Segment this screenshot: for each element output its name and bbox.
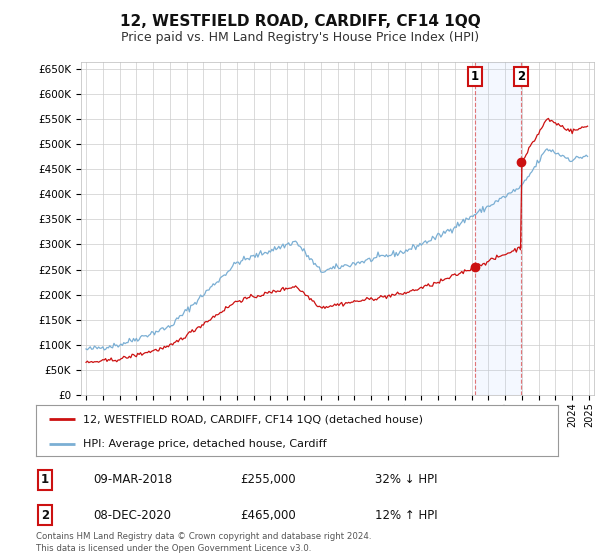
Text: 2: 2	[41, 508, 49, 522]
Text: 12% ↑ HPI: 12% ↑ HPI	[375, 508, 437, 522]
Text: 08-DEC-2020: 08-DEC-2020	[93, 508, 171, 522]
Text: 12, WESTFIELD ROAD, CARDIFF, CF14 1QQ: 12, WESTFIELD ROAD, CARDIFF, CF14 1QQ	[119, 14, 481, 29]
Text: HPI: Average price, detached house, Cardiff: HPI: Average price, detached house, Card…	[83, 438, 326, 449]
Text: Price paid vs. HM Land Registry's House Price Index (HPI): Price paid vs. HM Land Registry's House …	[121, 31, 479, 44]
Text: 1: 1	[41, 473, 49, 487]
Bar	[475, 62, 521, 395]
Text: £465,000: £465,000	[240, 508, 296, 522]
Text: 2: 2	[517, 70, 525, 83]
Text: £255,000: £255,000	[240, 473, 296, 487]
Text: 32% ↓ HPI: 32% ↓ HPI	[375, 473, 437, 487]
Text: 12, WESTFIELD ROAD, CARDIFF, CF14 1QQ (detached house): 12, WESTFIELD ROAD, CARDIFF, CF14 1QQ (d…	[83, 414, 423, 424]
Text: Contains HM Land Registry data © Crown copyright and database right 2024.
This d: Contains HM Land Registry data © Crown c…	[36, 532, 371, 553]
Text: 1: 1	[471, 70, 479, 83]
Text: 09-MAR-2018: 09-MAR-2018	[93, 473, 172, 487]
